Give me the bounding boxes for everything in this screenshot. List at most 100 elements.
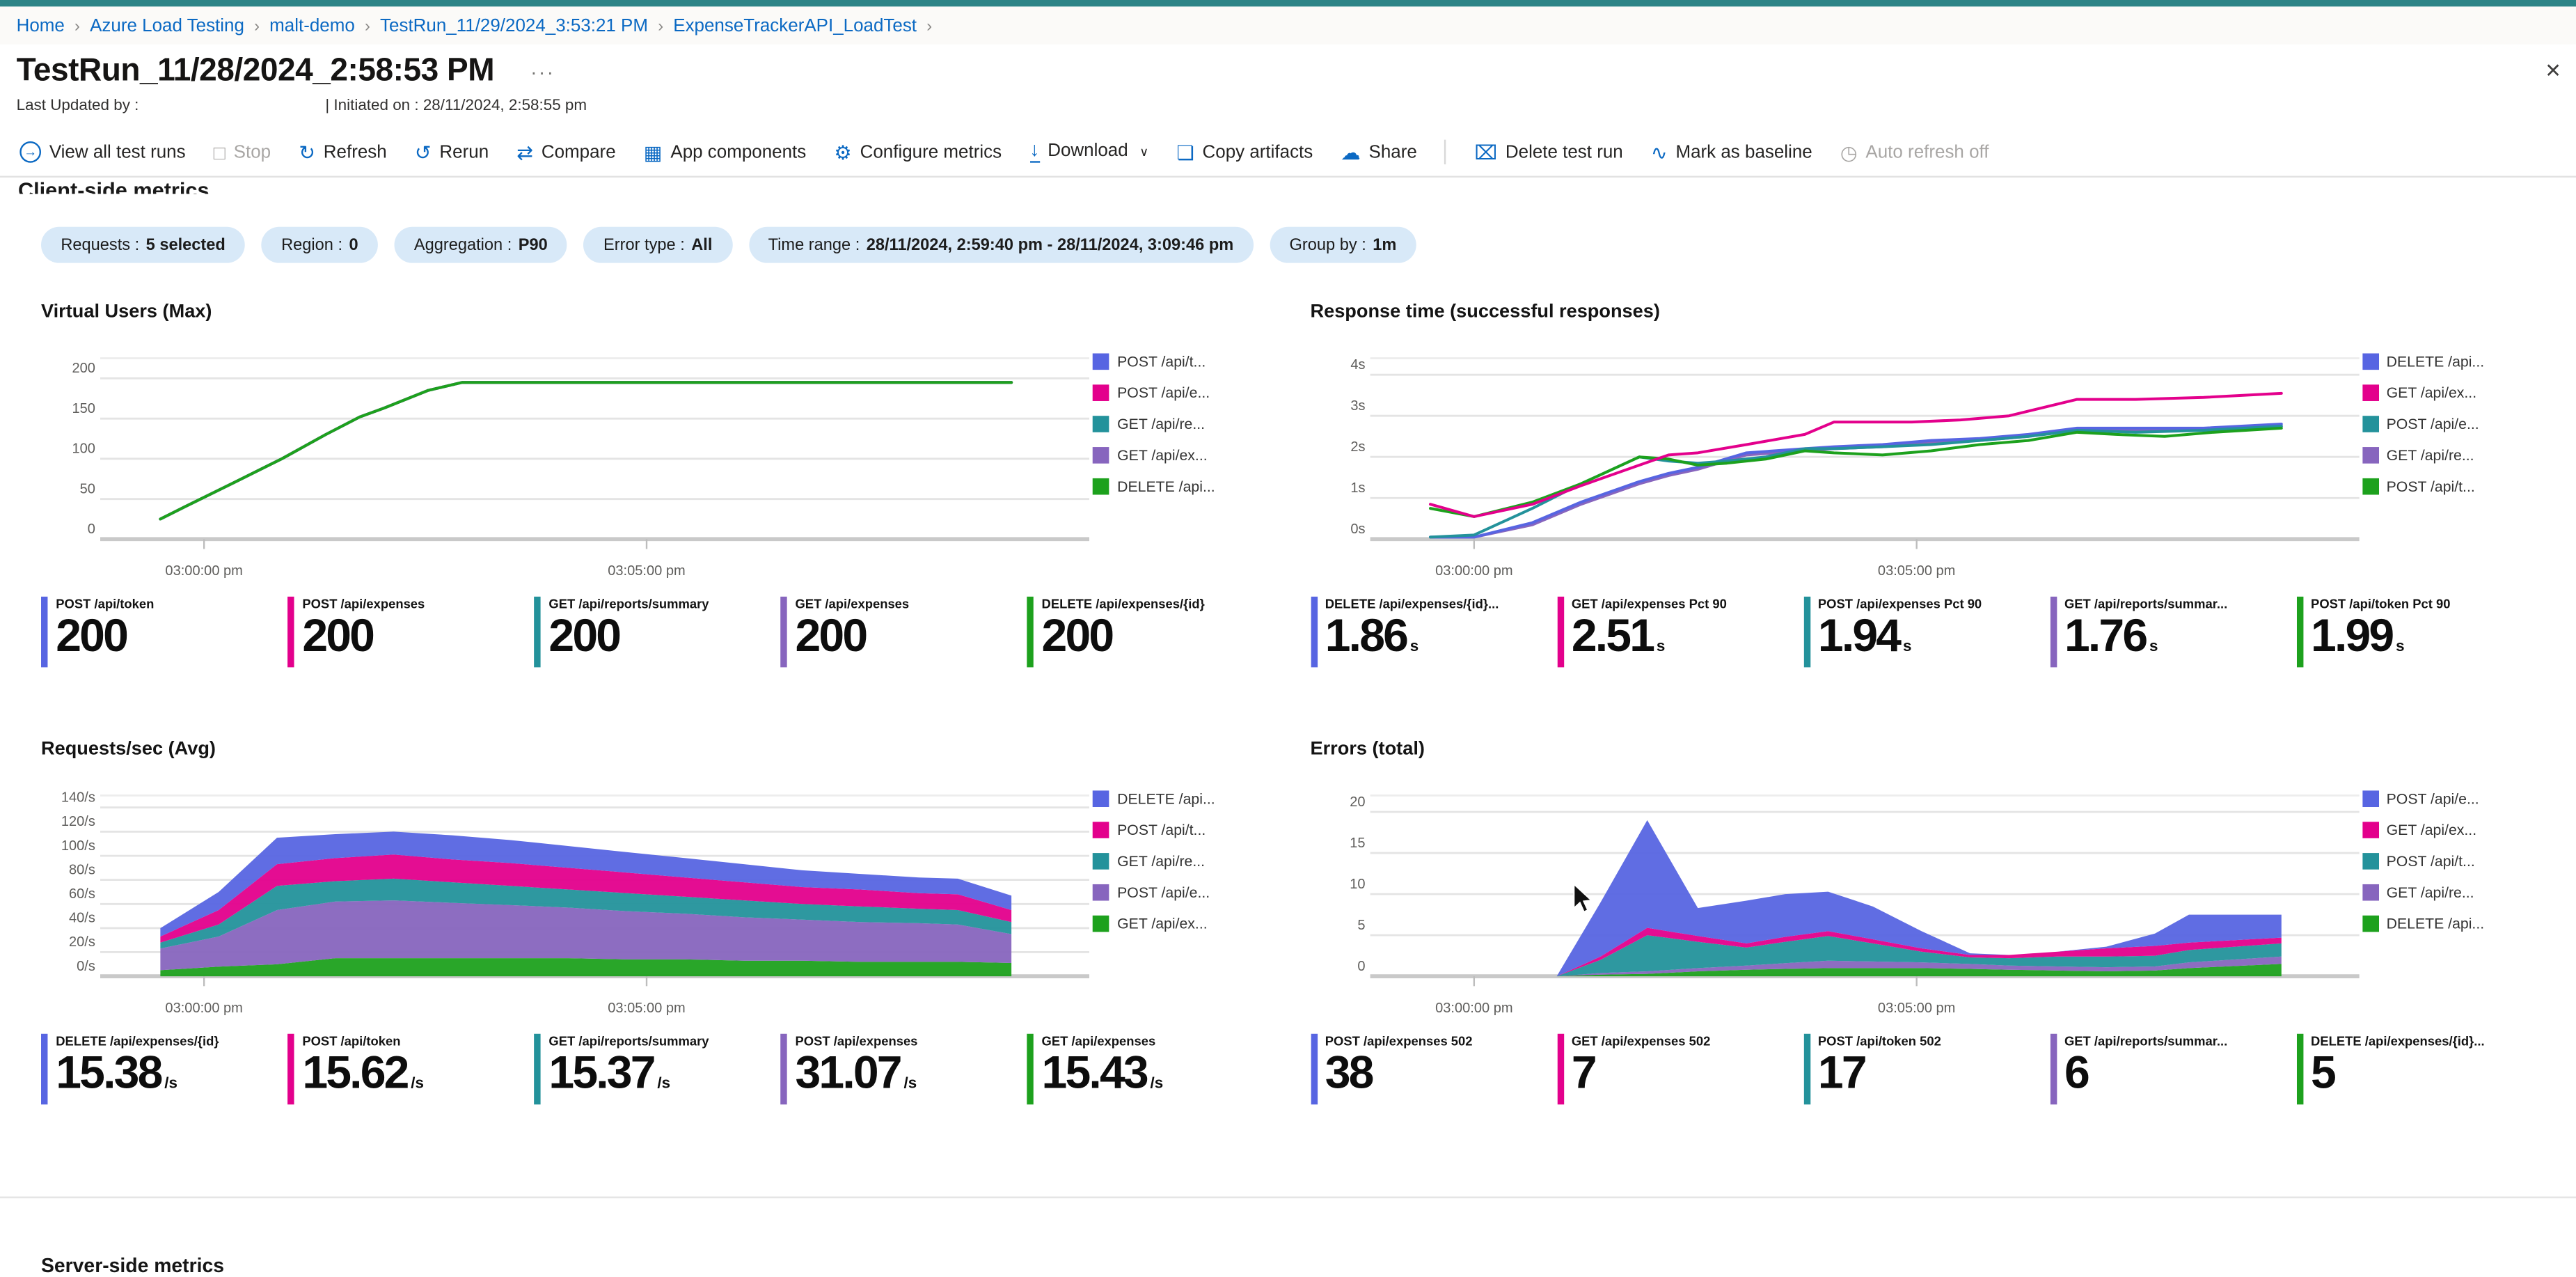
legend-item[interactable]: GET /api/re... — [2362, 447, 2522, 464]
legend-item[interactable]: DELETE /api... — [1093, 478, 1254, 495]
chart-canvas[interactable]: 140/s120/s100/s80/s60/s40/s20/s0/s03:00:… — [41, 785, 1093, 1026]
svg-text:10: 10 — [1349, 877, 1364, 892]
breadcrumb-link[interactable]: TestRun_11/29/2024_3:53:21 PM — [380, 17, 648, 36]
stat-value: 31.07/s — [795, 1049, 917, 1097]
chart-plot-area[interactable]: 20015010050003:00:00 pm03:05:00 pm — [41, 348, 1093, 596]
app-components-button[interactable]: ▦App components — [644, 142, 806, 162]
legend-label: DELETE /api... — [1117, 790, 1215, 807]
view-all-test-runs-button[interactable]: →View all test runs — [19, 141, 185, 163]
breadcrumb-link[interactable]: Azure Load Testing — [90, 17, 244, 36]
legend-label: POST /api/t... — [1117, 822, 1206, 838]
legend-item[interactable]: POST /api/t... — [1093, 822, 1254, 838]
filter-pill-error-type[interactable]: Error type :All — [584, 227, 732, 263]
chart-plot-area[interactable]: 2015105003:00:00 pm03:05:00 pm — [1310, 785, 2362, 1033]
stat-unit: s — [1657, 638, 1666, 656]
stat-card: DELETE /api/expenses/{id}15.38/s — [41, 1034, 264, 1105]
auto-refresh-icon: ◷ — [1840, 142, 1858, 162]
delete-test-run-button[interactable]: ⌧Delete test run — [1474, 142, 1622, 162]
legend-swatch — [1093, 384, 1109, 401]
stop-icon: □ — [214, 142, 226, 162]
more-options-icon[interactable]: ··· — [530, 60, 555, 83]
legend-item[interactable]: GET /api/ex... — [1093, 447, 1254, 464]
legend-item[interactable]: POST /api/t... — [2362, 853, 2522, 870]
legend-item[interactable]: POST /api/t... — [2362, 478, 2522, 495]
breadcrumb-link[interactable]: Home — [17, 17, 65, 36]
svg-text:100/s: 100/s — [61, 838, 95, 854]
chart-legend: DELETE /api... GET /api/ex... POST /api/e.… — [2362, 348, 2522, 509]
stat-value: 200 — [548, 611, 709, 659]
stat-value: 2.51s — [1572, 611, 1727, 659]
legend-label: GET /api/re... — [1117, 416, 1205, 432]
stat-unit: s — [1903, 638, 1912, 656]
legend-label: POST /api/t... — [2387, 853, 2475, 870]
chart-plot-area[interactable]: 4s3s2s1s0s03:00:00 pm03:05:00 pm — [1310, 348, 2362, 596]
filter-pill-region[interactable]: Region :0 — [262, 227, 378, 263]
stat-color-bar — [780, 1034, 787, 1105]
legend-item[interactable]: DELETE /api... — [2362, 354, 2522, 370]
legend-swatch — [1093, 884, 1109, 901]
stat-color-bar — [534, 1034, 540, 1105]
mark-as-baseline-button[interactable]: ∿Mark as baseline — [1651, 142, 1812, 162]
configure-metrics-button[interactable]: ⚙ Configure metrics — [834, 142, 1002, 162]
rerun-button[interactable]: ↺Rerun — [415, 142, 489, 162]
toolbar: →View all test runs □Stop ↻Refresh ↺Rerun ⇄C… — [0, 130, 2576, 177]
server-side-metrics-heading: Server-side metrics — [41, 1254, 2576, 1277]
filter-value: 5 selected — [146, 236, 226, 254]
legend-item[interactable]: GET /api/ex... — [1093, 916, 1254, 932]
page: Home›Azure Load Testing›malt-demo›TestRu… — [0, 0, 2576, 1235]
legend-item[interactable]: DELETE /api... — [2362, 916, 2522, 932]
download-button[interactable]: ↓Download∨ — [1029, 142, 1148, 162]
legend-item[interactable]: POST /api/e... — [1093, 884, 1254, 901]
legend-swatch — [2362, 822, 2378, 838]
legend-item[interactable]: GET /api/ex... — [2362, 384, 2522, 401]
filter-pill-time-range[interactable]: Time range :28/11/2024, 2:59:40 pm - 28/… — [748, 227, 1253, 263]
svg-text:20/s: 20/s — [69, 934, 95, 950]
legend-item[interactable]: POST /api/e... — [1093, 384, 1254, 401]
chart-canvas[interactable]: 20015010050003:00:00 pm03:05:00 pm — [41, 348, 1093, 588]
filter-pill-requests[interactable]: Requests :5 selected — [41, 227, 245, 263]
stat-unit: s — [2396, 638, 2405, 656]
stat-card: POST /api/expenses 50238 — [1310, 1034, 1533, 1105]
svg-text:140/s: 140/s — [61, 790, 95, 805]
copy-artifacts-button[interactable]: ❏Copy artifacts — [1176, 142, 1313, 162]
stat-value: 38 — [1325, 1049, 1473, 1097]
svg-text:15: 15 — [1349, 836, 1364, 851]
legend-item[interactable]: POST /api/e... — [2362, 416, 2522, 432]
svg-text:2s: 2s — [1350, 439, 1364, 455]
stat-color-bar — [1557, 1034, 1563, 1105]
stop-button: □Stop — [214, 142, 271, 162]
chart-stats-row: DELETE /api/expenses/{id}...1.86sGET /ap… — [1310, 597, 2536, 668]
filter-pill-aggregation[interactable]: Aggregation :P90 — [395, 227, 568, 263]
legend-item[interactable]: POST /api/t... — [1093, 354, 1254, 370]
breadcrumb-link[interactable]: ExpenseTrackerAPI_LoadTest — [673, 17, 917, 36]
share-button[interactable]: ☁Share — [1341, 142, 1416, 162]
stat-color-bar — [1803, 1034, 1810, 1105]
chart-canvas[interactable]: 2015105003:00:00 pm03:05:00 pm — [1310, 785, 2362, 1026]
chart-plot-area[interactable]: 140/s120/s100/s80/s60/s40/s20/s0/s03:00:… — [41, 785, 1093, 1033]
legend-item[interactable]: DELETE /api... — [1093, 790, 1254, 807]
legend-item[interactable]: POST /api/e... — [2362, 790, 2522, 807]
chart-title: Response time (successful responses) — [1310, 302, 2536, 322]
stat-value: 200 — [56, 611, 154, 659]
legend-label: POST /api/e... — [1117, 884, 1210, 901]
close-icon[interactable]: ✕ — [2545, 59, 2561, 82]
legend-item[interactable]: GET /api/ex... — [2362, 822, 2522, 838]
filter-pill-group-by[interactable]: Group by :1m — [1270, 227, 1416, 263]
legend-swatch — [1093, 916, 1109, 932]
configure-metrics-icon: ⚙ — [834, 142, 851, 162]
refresh-button[interactable]: ↻Refresh — [299, 142, 387, 162]
client-side-metrics-heading-clipped: Client-side metrics — [18, 179, 2576, 194]
legend-item[interactable]: GET /api/re... — [1093, 416, 1254, 432]
legend-label: GET /api/ex... — [1117, 447, 1207, 464]
compare-button[interactable]: ⇄Compare — [516, 142, 615, 162]
toolbar-item-label: Configure metrics — [860, 142, 1002, 162]
stat-card: POST /api/token Pct 901.99s — [2296, 597, 2520, 668]
stat-card: POST /api/token 50217 — [1803, 1034, 2027, 1105]
chart-canvas[interactable]: 4s3s2s1s0s03:00:00 pm03:05:00 pm — [1310, 348, 2362, 588]
legend-item[interactable]: GET /api/re... — [1093, 853, 1254, 870]
legend-item[interactable]: GET /api/re... — [2362, 884, 2522, 901]
toolbar-item-label: Copy artifacts — [1203, 142, 1313, 162]
stat-card: POST /api/expenses31.07/s — [780, 1034, 1004, 1105]
chart-card-response-time: Response time (successful responses) 4s3… — [1310, 302, 2536, 667]
breadcrumb-link[interactable]: malt-demo — [269, 17, 355, 36]
